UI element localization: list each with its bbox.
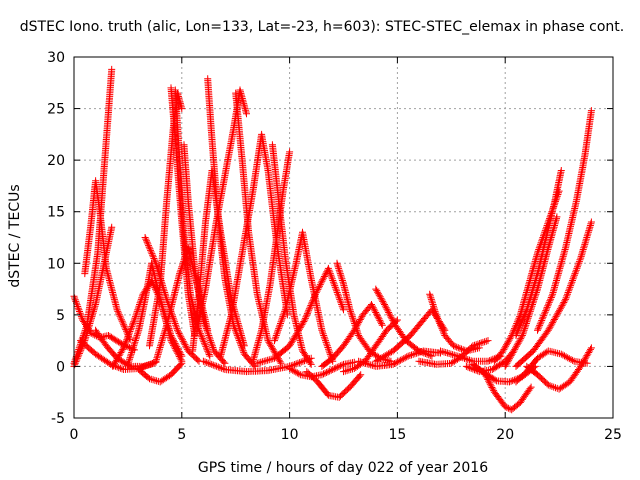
point-markers xyxy=(480,368,535,414)
point-markers xyxy=(81,177,134,344)
point-markers xyxy=(318,301,386,370)
y-tick-label: 10 xyxy=(47,256,65,272)
data-points xyxy=(70,65,595,414)
point-markers xyxy=(193,86,250,334)
satellite-pass xyxy=(355,347,444,370)
satellite-pass xyxy=(146,89,186,350)
point-markers xyxy=(135,359,186,386)
y-tick-label: 15 xyxy=(47,205,65,221)
satellite-pass xyxy=(193,86,250,334)
satellite-pass xyxy=(253,264,347,367)
point-markers xyxy=(534,107,595,334)
point-markers xyxy=(303,368,365,401)
x-tick-label: 10 xyxy=(281,427,299,443)
x-axis-label: GPS time / hours of day 022 of year 2016 xyxy=(198,460,488,476)
y-tick-label: 25 xyxy=(47,102,65,118)
satellite-pass xyxy=(318,301,386,370)
point-markers xyxy=(512,218,595,370)
satellite-pass xyxy=(501,213,561,370)
y-tick-label: -5 xyxy=(51,411,65,427)
satellite-pass xyxy=(303,368,365,401)
point-markers xyxy=(523,344,595,393)
x-tick-label: 0 xyxy=(70,427,79,443)
y-tick-label: 5 xyxy=(56,308,65,324)
satellite-pass xyxy=(135,359,186,386)
plot-frame xyxy=(73,56,614,419)
satellite-pass xyxy=(271,228,337,365)
satellite-pass xyxy=(523,344,595,393)
point-markers xyxy=(512,167,565,339)
point-markers xyxy=(146,89,186,350)
y-tick-label: 20 xyxy=(47,153,65,169)
point-markers xyxy=(501,213,561,370)
point-markers xyxy=(355,347,444,370)
chart-title: dSTEC Iono. truth (alic, Lon=133, Lat=-2… xyxy=(20,19,624,35)
satellite-pass xyxy=(512,218,595,370)
x-tick-label: 25 xyxy=(604,427,622,443)
axis-ticks: 0 5 10 15 20 25 -5 0 5 10 15 20 25 30 xyxy=(47,50,622,443)
y-tick-label: 30 xyxy=(47,50,65,66)
satellite-pass xyxy=(534,107,595,334)
satellite-pass xyxy=(512,167,565,339)
y-tick-label: 0 xyxy=(56,359,65,375)
point-markers xyxy=(271,228,337,365)
x-tick-label: 15 xyxy=(388,427,406,443)
y-axis-label: dSTEC / TECUs xyxy=(7,184,23,287)
x-tick-label: 20 xyxy=(496,427,514,443)
point-markers xyxy=(253,264,347,367)
satellite-pass xyxy=(480,368,535,414)
satellite-pass xyxy=(81,177,134,344)
x-tick-label: 5 xyxy=(177,427,186,443)
